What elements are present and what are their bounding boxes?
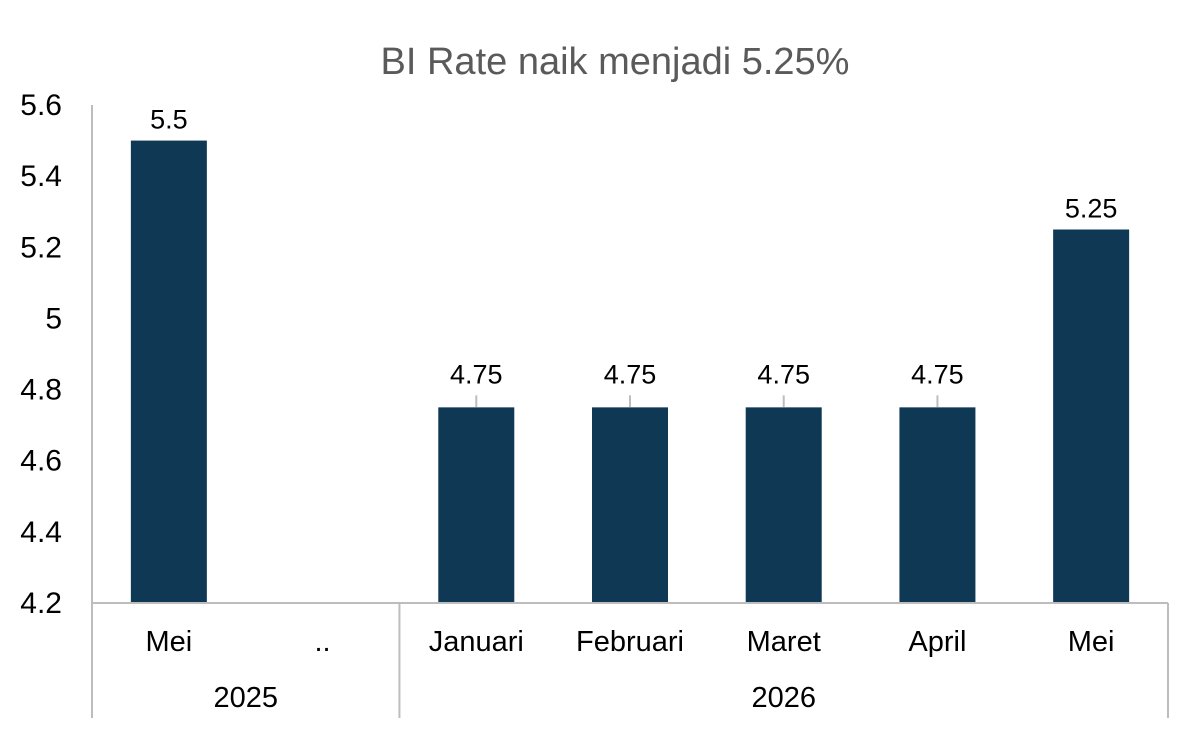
bar <box>899 407 976 603</box>
y-tick-label: 4.4 <box>20 516 62 549</box>
bar <box>1053 229 1130 603</box>
bar <box>438 407 515 603</box>
bar <box>130 140 207 604</box>
data-label: 5.25 <box>1065 194 1118 224</box>
data-label: 4.75 <box>604 359 657 389</box>
y-tick-label: 5 <box>45 302 62 335</box>
group-label: 2025 <box>213 682 278 714</box>
data-label: 5.5 <box>150 105 188 135</box>
data-label: 4.75 <box>450 359 503 389</box>
x-axis: Mei.. Januari Februari Maret April Mei 2025 202… <box>91 602 1169 718</box>
data-label: 4.75 <box>757 359 810 389</box>
y-tick-label: 5.4 <box>20 160 62 193</box>
x-tick-label: Maret <box>747 626 821 658</box>
bar <box>592 407 668 603</box>
data-label: 4.75 <box>911 359 964 389</box>
x-tick-label: Februari <box>576 626 684 658</box>
x-tick-label: .. <box>315 626 331 658</box>
bars: 5.5 4.75 4.75 4.75 4.75 5.25 <box>130 105 1130 604</box>
x-tick-label: Januari <box>429 626 524 658</box>
group-label: 2026 <box>751 682 816 714</box>
x-tick-label: Mei <box>1068 626 1115 658</box>
y-axis: 4.2 4.4 4.6 4.8 5 5.2 5.4 5.6 <box>20 89 93 620</box>
chart-title: BI Rate naik menjadi 5.25% <box>381 41 850 83</box>
x-tick-label: Mei <box>145 626 192 658</box>
y-tick-label: 4.8 <box>20 374 62 407</box>
y-tick-label: 5.2 <box>20 231 62 264</box>
bar <box>745 407 822 603</box>
y-tick-label: 5.6 <box>20 89 62 122</box>
y-tick-label: 4.6 <box>20 445 62 478</box>
y-tick-label: 4.2 <box>20 587 62 620</box>
x-tick-label: April <box>908 626 966 658</box>
